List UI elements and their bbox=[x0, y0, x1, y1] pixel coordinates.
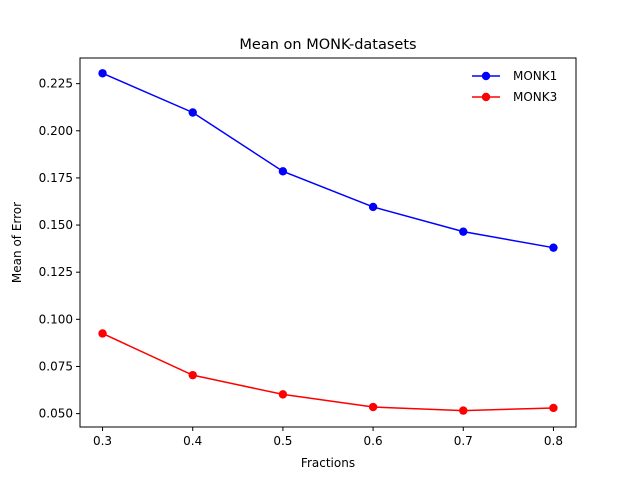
legend: MONK1 MONK3 bbox=[472, 69, 557, 104]
data-point-monk3 bbox=[459, 406, 468, 415]
data-point-monk3 bbox=[549, 403, 558, 413]
x-tick-label: 0.7 bbox=[454, 434, 473, 448]
x-tick-label: 0.6 bbox=[364, 434, 383, 448]
plot-frame bbox=[79, 57, 577, 428]
y-tick-label: 0.050 bbox=[39, 407, 73, 421]
legend-marker-monk1 bbox=[481, 71, 491, 81]
y-tick-label: 0.075 bbox=[39, 359, 73, 373]
x-tick-label: 0.3 bbox=[93, 434, 112, 448]
y-tick-label: 0.150 bbox=[39, 218, 73, 232]
x-tick-label: 0.4 bbox=[183, 434, 202, 448]
data-point-monk1 bbox=[188, 108, 197, 117]
data-point-monk3 bbox=[278, 390, 288, 399]
data-point-monk1 bbox=[459, 227, 468, 236]
chart-title: Mean on MONK-datasets bbox=[239, 37, 416, 53]
x-tick-label: 0.5 bbox=[273, 434, 292, 448]
data-point-monk3 bbox=[188, 370, 197, 380]
data-point-monk3 bbox=[98, 329, 107, 338]
y-tick-label: 0.100 bbox=[39, 312, 73, 326]
data-point-monk1 bbox=[549, 243, 558, 252]
y-tick-label: 0.175 bbox=[39, 171, 73, 185]
y-tick-label: 0.225 bbox=[39, 77, 73, 91]
series-line-monk3 bbox=[102, 332, 554, 412]
y-axis-title: Mean of Error bbox=[10, 202, 24, 283]
y-tick-label: 0.125 bbox=[39, 265, 73, 279]
y-tick-label: 0.200 bbox=[39, 124, 73, 138]
data-point-monk1 bbox=[278, 167, 288, 176]
series-line-monk1 bbox=[102, 72, 554, 249]
legend-label-monk1: MONK1 bbox=[513, 69, 557, 83]
legend-marker-monk3 bbox=[481, 92, 491, 102]
x-tick-label: 0.8 bbox=[544, 434, 563, 448]
data-point-monk3 bbox=[368, 402, 378, 412]
data-point-monk1 bbox=[368, 202, 378, 212]
x-axis-title: Fractions bbox=[301, 456, 355, 470]
legend-label-monk3: MONK3 bbox=[513, 90, 557, 104]
data-point-monk1 bbox=[98, 69, 107, 78]
